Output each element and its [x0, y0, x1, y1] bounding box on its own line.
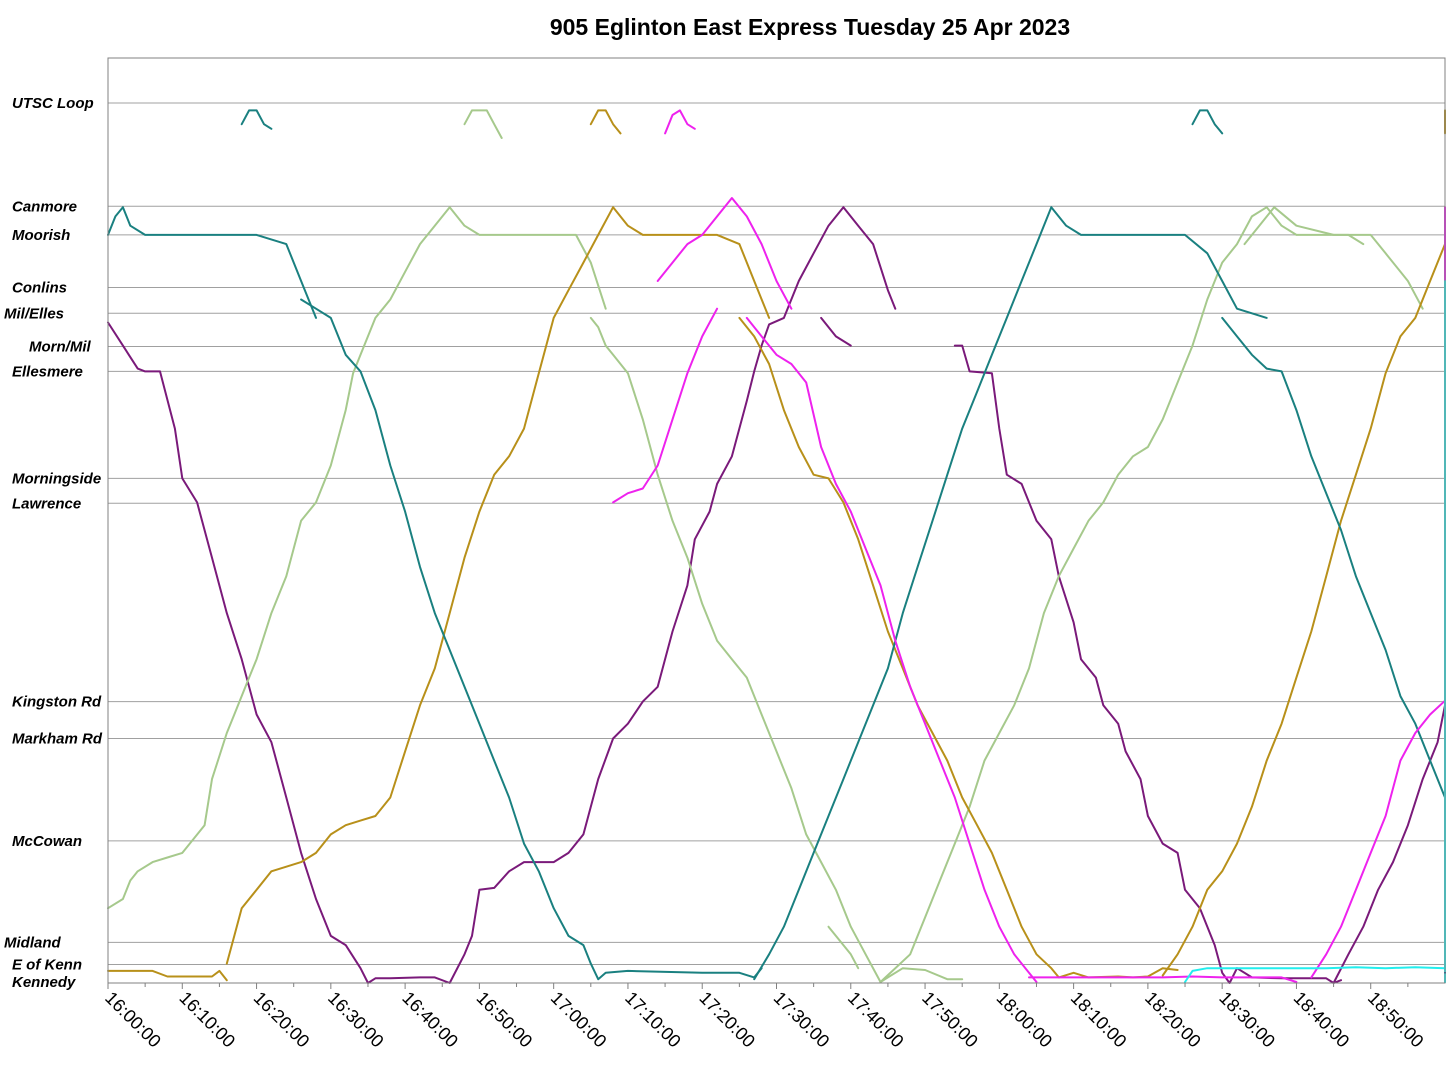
x-tick-label: 17:40:00 — [844, 988, 908, 1052]
x-tick-label: 18:40:00 — [1290, 988, 1354, 1052]
stop-label-morn-mil: Morn/Mil — [29, 339, 91, 356]
series-lines — [107, 109, 1446, 984]
stop-label-canmore: Canmore — [12, 198, 77, 215]
bus-trace-0-2 — [953, 344, 1342, 984]
x-tick-label: 16:30:00 — [324, 988, 388, 1052]
bus-trace-0-3 — [1332, 243, 1446, 984]
x-tick-label: 18:30:00 — [1215, 988, 1279, 1052]
bus-trace-3-4 — [1191, 109, 1224, 135]
x-tick-label: 18:10:00 — [1067, 988, 1131, 1052]
x-tick-label: 18:50:00 — [1364, 988, 1428, 1052]
bus-trace-1-2 — [589, 316, 964, 983]
stop-labels: UTSC Loop Canmore Moorish Conlins Mil/Elles M… — [4, 95, 103, 991]
bus-trace-0-1 — [820, 316, 852, 347]
stop-label-conlins: Conlins — [12, 279, 67, 296]
bus-trace-3-1 — [240, 109, 273, 130]
bus-trace-4-3 — [745, 316, 1038, 983]
x-tick-label: 17:30:00 — [770, 988, 834, 1052]
bus-trace-4-4 — [1028, 975, 1298, 983]
stop-label-midland: Midland — [4, 934, 61, 951]
bus-trace-1-4 — [879, 206, 1365, 983]
stop-label-mccowan: McCowan — [12, 833, 82, 850]
bus-trace-2-0 — [107, 969, 228, 982]
x-tick-label: 16:20:00 — [250, 988, 314, 1052]
chart-title: 905 Eglinton East Express Tuesday 25 Apr… — [550, 14, 1070, 40]
bus-trace-4-2 — [664, 109, 696, 135]
bus-trace-3-3 — [753, 206, 1268, 981]
stop-label-moorish: Moorish — [12, 227, 70, 244]
stop-label-mil-elles: Mil/Elles — [4, 305, 64, 322]
bus-trace-1-0 — [107, 206, 607, 910]
bus-trace-1-5 — [1243, 206, 1424, 310]
stop-label-lawrence: Lawrence — [12, 495, 81, 512]
bus-trace-3-0 — [107, 206, 317, 319]
x-tick-label: 17:20:00 — [695, 988, 759, 1052]
bus-trace-2-2 — [589, 109, 622, 135]
x-tick-label: 18:00:00 — [993, 988, 1057, 1052]
stop-label-kingston-rd: Kingston Rd — [12, 694, 102, 711]
bus-trace-1-3 — [827, 925, 860, 970]
x-tick-label: 16:40:00 — [398, 988, 462, 1052]
x-tick-label: 18:20:00 — [1141, 988, 1205, 1052]
stop-label-morningside: Morningside — [12, 470, 101, 487]
bus-trace-2-3 — [738, 316, 1179, 979]
bus-trace-0-0 — [107, 206, 897, 984]
plot-frame — [107, 57, 1446, 984]
x-tick-label: 17:50:00 — [918, 988, 982, 1052]
bus-trace-1-1 — [463, 109, 503, 139]
bus-trace-4-0 — [612, 307, 719, 504]
x-axis-ticks: 16:00:00 16:10:00 16:20:00 16:30:00 16:40:00… — [101, 983, 1428, 1052]
x-tick-label: 16:50:00 — [473, 988, 537, 1052]
stop-label-markham-rd: Markham Rd — [12, 730, 103, 747]
x-tick-label: 16:10:00 — [175, 988, 239, 1052]
stop-label-e-of-kenn: E of Kenn — [12, 956, 82, 973]
bus-trace-3-2 — [300, 298, 763, 981]
bus-trace-2-1 — [225, 206, 771, 965]
stop-label-kennedy: Kennedy — [12, 974, 76, 991]
x-tick-label: 17:00:00 — [547, 988, 611, 1052]
stop-label-utsc-loop: UTSC Loop — [12, 95, 94, 112]
stop-label-ellesmere: Ellesmere — [12, 363, 83, 380]
x-tick-label: 17:10:00 — [621, 988, 685, 1052]
x-tick-label: 16:00:00 — [101, 988, 165, 1052]
bus-trace-2-4 — [1161, 206, 1446, 977]
bus-trace-3-5 — [1221, 316, 1446, 983]
bus-trace-4-1 — [656, 197, 793, 310]
bus-trace-4-5 — [1310, 206, 1446, 979]
